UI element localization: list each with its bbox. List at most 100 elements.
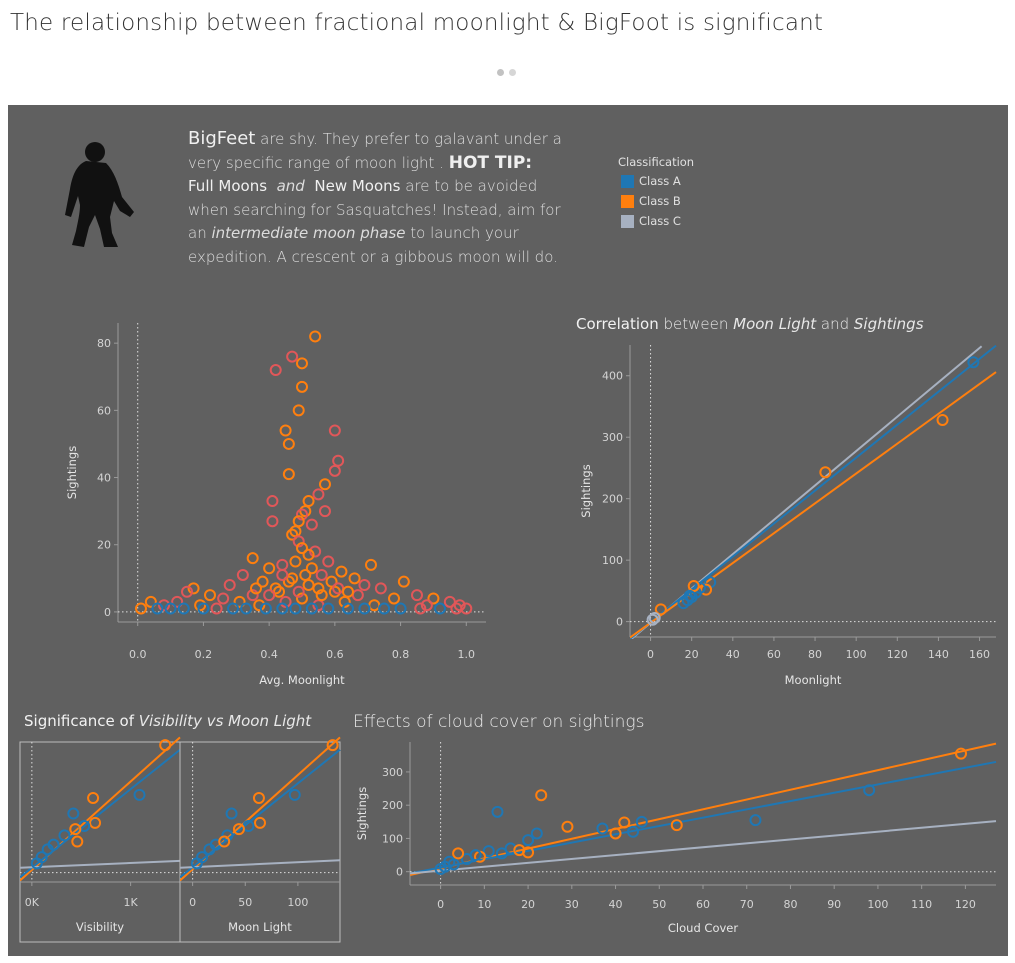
panel-frame [19,741,181,943]
x-tick-label: 80 [783,898,797,911]
data-point [292,585,305,598]
x-tick-label: 10 [477,898,491,911]
data-point [819,466,832,479]
trend-line [180,859,341,869]
data-point [253,599,266,612]
data-point [135,602,147,615]
x-tick-label: 120 [887,648,908,661]
correlation-title-sightings: Sightings [853,315,924,333]
data-point [133,788,146,801]
data-point [530,827,543,840]
legend-item-class-b[interactable]: Class B [618,191,694,211]
data-point [254,816,266,829]
significance-title-bold: Significance of [24,712,139,730]
y-axis-label: Sightings [65,446,79,499]
data-point [460,602,473,615]
intro-text: BigFeet are shy. They prefer to galavant… [188,127,573,269]
x-tick-label: 70 [740,898,754,911]
data-point [374,582,387,595]
data-point [305,602,318,615]
data-point [522,834,535,847]
data-point [269,582,282,595]
correlation-title-bold: Correlation [576,315,659,333]
data-point [342,585,354,598]
data-point [596,822,609,835]
data-point [296,380,308,393]
data-point [749,814,762,827]
intro-intermediate: intermediate moon phase [211,224,406,242]
x-tick-label: 30 [565,898,579,911]
data-point [319,505,331,518]
data-point [863,784,876,797]
intro-text-2: are to be avoided when searching for Sas… [188,177,561,242]
data-point [87,792,100,804]
dashboard: BigFeet are shy. They prefer to galavant… [8,105,1008,956]
data-point [309,545,322,558]
x-tick-label: 140 [928,648,949,661]
data-point [411,589,423,602]
y-tick-label: 300 [382,766,403,779]
y-tick-label: 60 [97,404,111,417]
data-point [319,478,331,491]
x-tick-label: 40 [726,648,740,661]
intro-bigfeet: BigFeet [188,128,256,149]
data-point [158,599,170,612]
data-point [414,602,427,615]
y-axis-label: Sightings [579,464,593,517]
data-point [282,437,295,450]
data-point [266,495,279,508]
x-tick-label: 120 [955,898,976,911]
x-tick-label: 100 [867,898,888,911]
data-point [654,603,667,616]
data-point [236,568,249,581]
correlation-title: Correlation between Moon Light and Sight… [576,315,924,333]
data-point [513,844,526,857]
y-tick-label: 0 [104,606,111,619]
x-axis-label: Moonlight [785,673,842,687]
intro-and: and [276,177,305,195]
data-point [299,505,312,518]
story-point-dot[interactable] [497,69,504,76]
data-point [358,579,371,592]
x-tick-label: 0.8 [392,648,410,661]
story-point-dot[interactable] [509,69,516,76]
x-tick-label: 0 [647,648,654,661]
marks [630,344,997,639]
marks [20,736,181,882]
data-point [482,845,495,858]
data-point [627,825,640,838]
data-point [282,575,295,588]
story-point-nav [497,69,516,76]
data-point [683,589,696,602]
data-point [453,599,466,612]
data-point [312,582,325,595]
marks [180,736,341,882]
legend-label: Class C [639,214,681,228]
correlation-title-text: and [816,315,854,333]
data-point [266,515,279,528]
data-point [443,855,456,868]
data-point [269,364,282,377]
legend: Classification Class A Class B Class C [618,155,694,231]
data-point [30,857,43,870]
data-point [282,468,295,481]
data-point [504,842,517,855]
data-point [677,597,690,610]
page-title: The relationship between fractional moon… [10,10,824,36]
data-point [618,816,631,829]
data-point [171,595,184,608]
data-point [328,424,341,437]
data-point [326,739,339,752]
y-tick-label: 80 [97,337,111,350]
data-point [181,585,193,598]
x-tick-label: 90 [827,898,841,911]
legend-item-class-a[interactable]: Class A [618,171,694,191]
legend-item-class-c[interactable]: Class C [618,211,694,231]
data-point [288,788,301,801]
data-point [203,843,216,856]
data-point [460,853,473,866]
data-point [936,413,949,426]
x-axis-label: Visibility [76,920,124,934]
legend-title: Classification [618,155,695,169]
chart-moonlight-scatter: 0.0 0.2 0.4 0.6 0.8 1.0 0 20 40 60 80 Avg. Moonligh… [65,323,486,687]
